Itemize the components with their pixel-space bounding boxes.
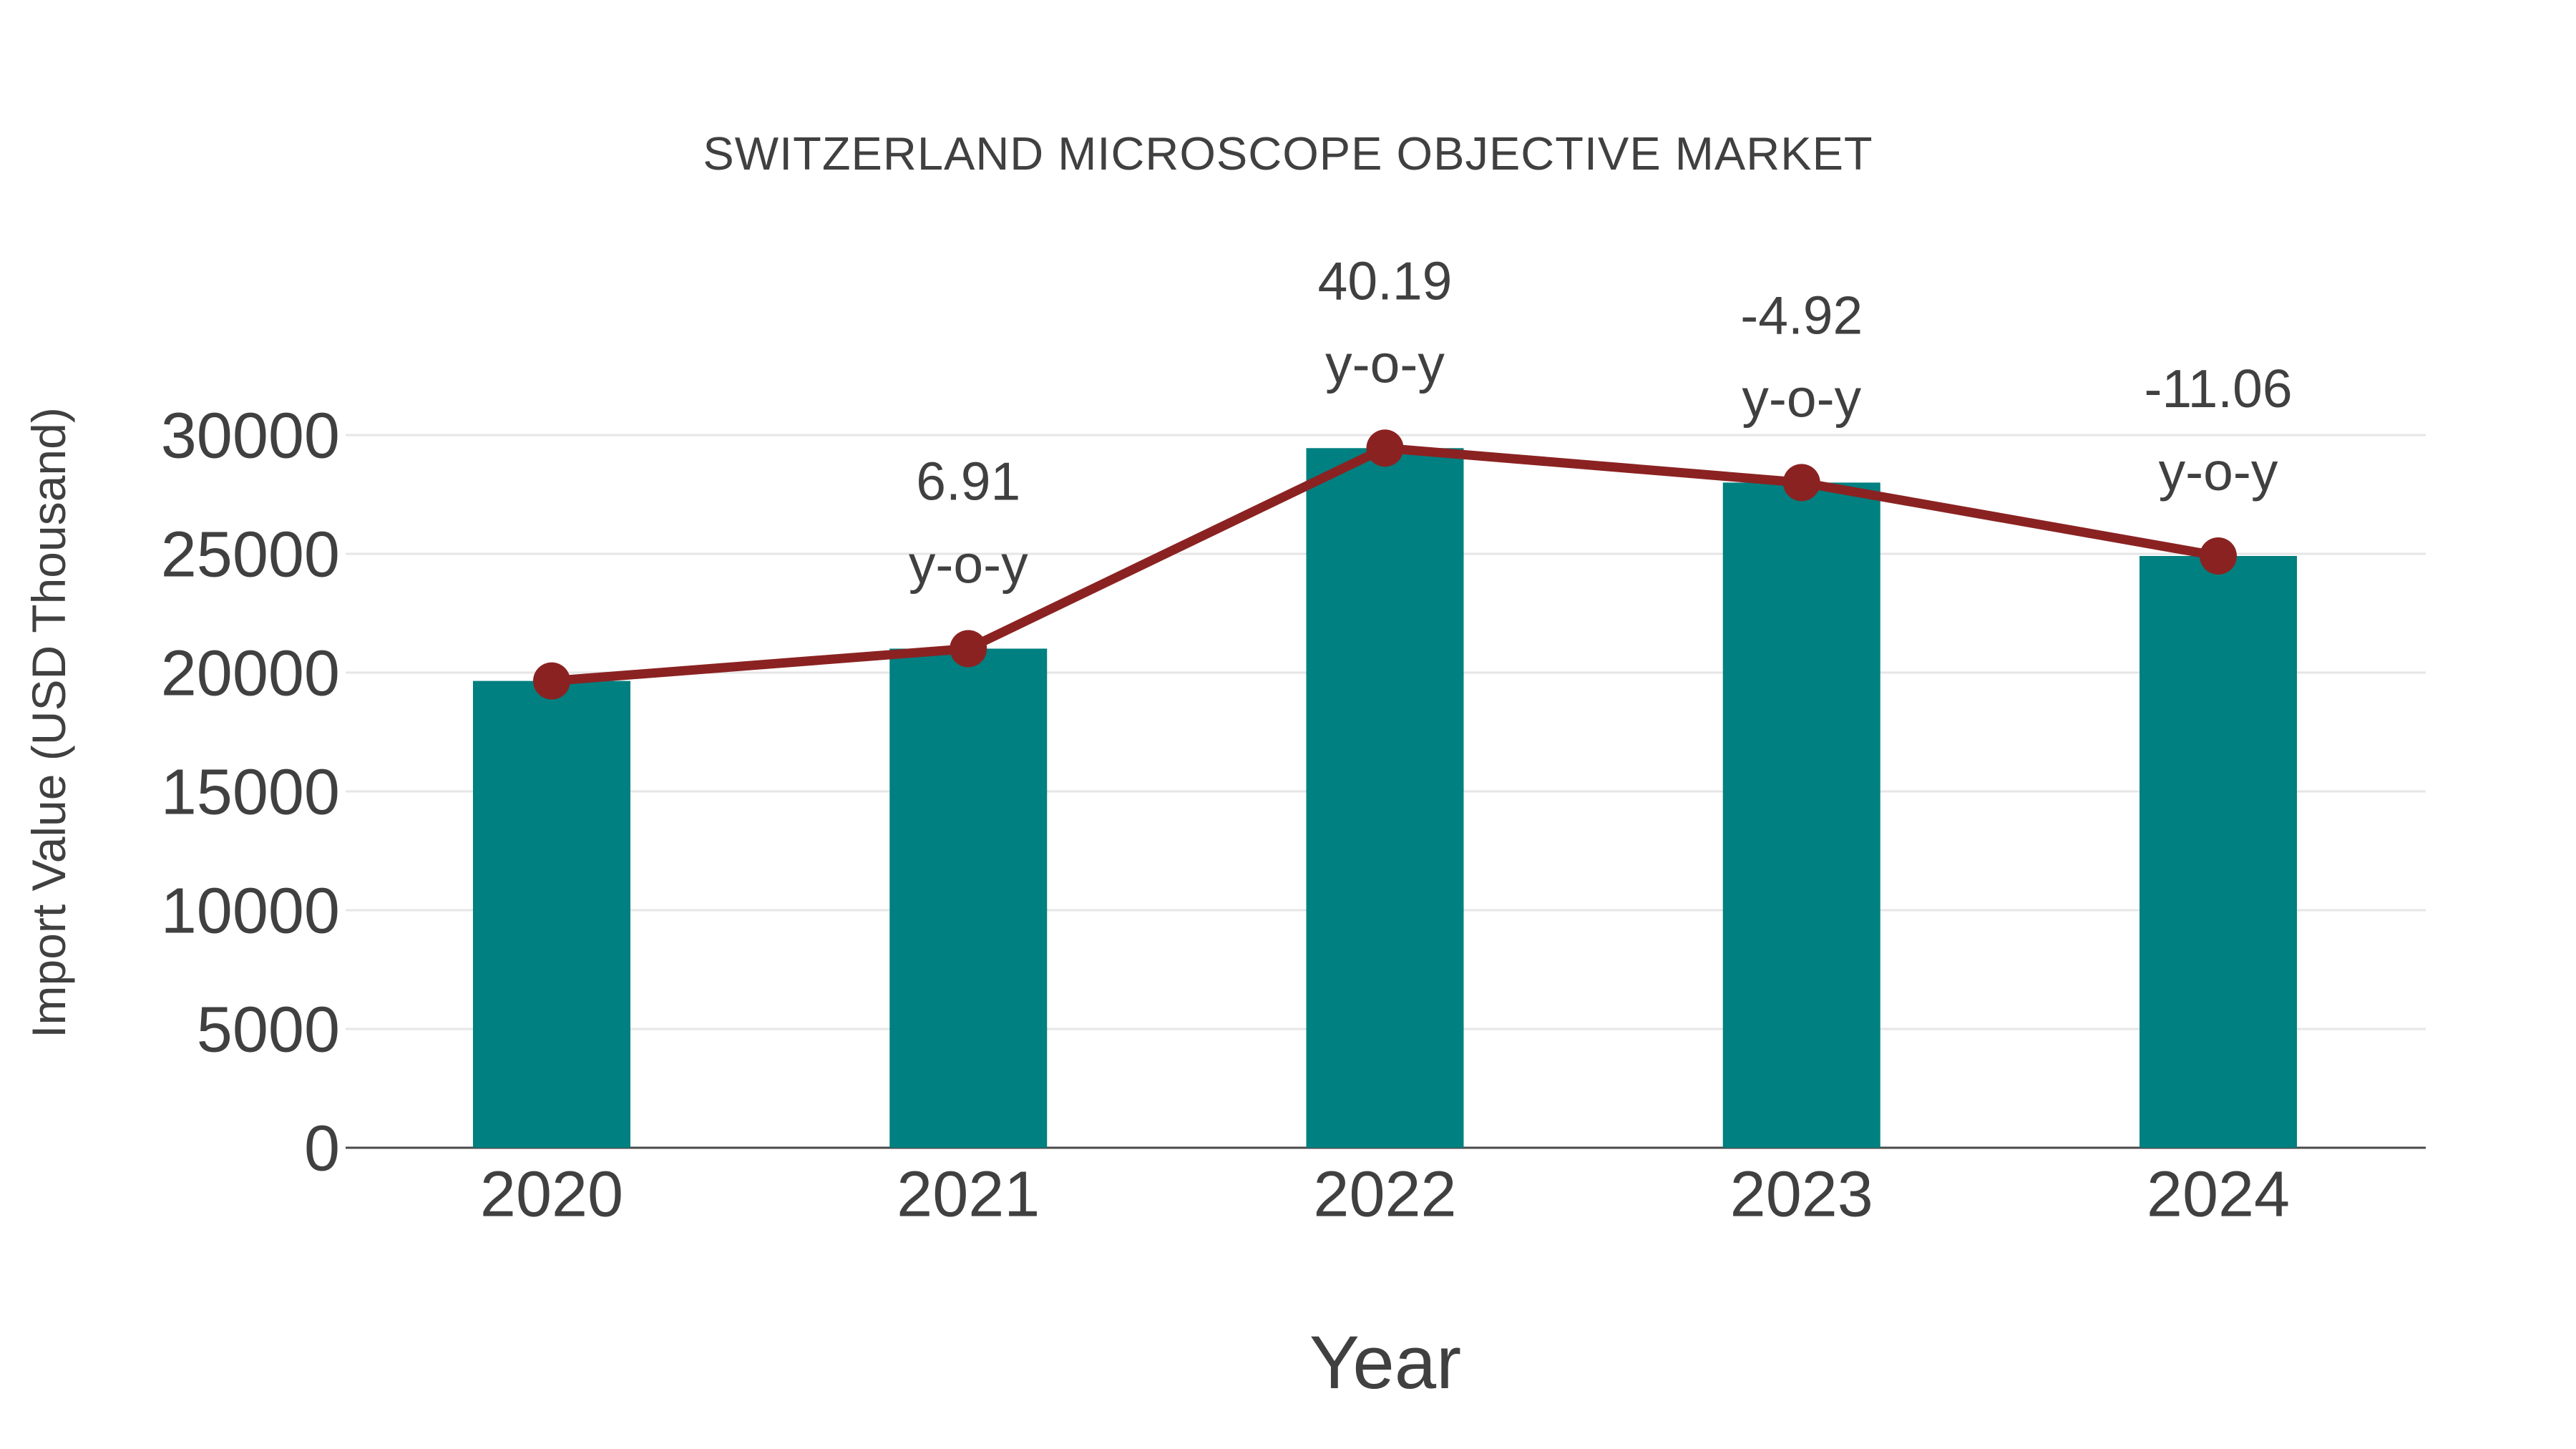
x-tick-label: 2024 (2147, 1159, 2290, 1231)
y-tick-label: 0 (304, 1113, 340, 1185)
y-tick-label: 5000 (197, 995, 340, 1066)
y-tick-label: 20000 (161, 638, 340, 710)
annotation-yoy-2022: y-o-y (1325, 334, 1445, 394)
y-tick-label: 15000 (161, 757, 340, 829)
x-tick-label: 2020 (480, 1159, 623, 1231)
data-point-2021 (950, 630, 987, 668)
annotation-yoy-2023: y-o-y (1742, 369, 1861, 429)
data-point-2024 (2200, 537, 2237, 575)
x-tick-label: 2023 (1730, 1159, 1873, 1231)
annotation-value-2023: -4.92 (1740, 286, 1863, 346)
annotation-yoy-2024: y-o-y (2159, 441, 2278, 502)
bar-2022 (1306, 448, 1464, 1148)
data-point-2023 (1782, 464, 1820, 502)
bar-2021 (889, 648, 1048, 1148)
bar-2023 (1722, 482, 1880, 1148)
y-tick-label: 25000 (161, 519, 340, 591)
bar-2024 (2140, 555, 2297, 1148)
chart-title: SWITZERLAND MICROSCOPE OBJECTIVE MARKET (703, 127, 1873, 180)
y-tick-label: 30000 (161, 401, 340, 472)
data-point-2020 (533, 662, 570, 700)
x-tick-label: 2022 (1313, 1159, 1456, 1231)
annotation-value-2021: 6.91 (916, 452, 1020, 512)
y-tick-label: 10000 (161, 876, 340, 947)
annotation-value-2024: -11.06 (2144, 358, 2292, 419)
annotation-value-2022: 40.19 (1318, 251, 1453, 311)
data-point-2022 (1366, 429, 1404, 467)
bar-2020 (473, 680, 630, 1148)
x-tick-label: 2021 (897, 1159, 1040, 1231)
x-axis-title: Year (1309, 1321, 1462, 1405)
annotation-yoy-2021: y-o-y (909, 535, 1028, 595)
